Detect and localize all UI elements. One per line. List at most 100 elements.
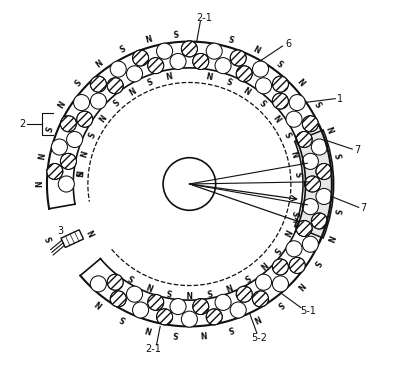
Circle shape bbox=[170, 53, 186, 70]
Circle shape bbox=[289, 95, 305, 111]
Text: S: S bbox=[173, 30, 179, 40]
Text: N: N bbox=[146, 280, 155, 290]
Circle shape bbox=[58, 176, 74, 192]
Text: N: N bbox=[324, 125, 335, 135]
Text: N: N bbox=[144, 35, 153, 45]
Text: S: S bbox=[257, 99, 268, 109]
Circle shape bbox=[67, 131, 83, 148]
Circle shape bbox=[157, 43, 173, 59]
Text: S: S bbox=[118, 45, 127, 55]
Text: N: N bbox=[165, 72, 173, 82]
Text: N: N bbox=[97, 113, 109, 124]
Circle shape bbox=[286, 241, 302, 257]
Circle shape bbox=[47, 163, 63, 180]
Circle shape bbox=[163, 158, 216, 210]
Text: N: N bbox=[37, 152, 47, 160]
Text: S: S bbox=[128, 271, 137, 282]
Text: S: S bbox=[332, 208, 341, 215]
Text: N: N bbox=[242, 86, 252, 97]
Circle shape bbox=[236, 66, 252, 82]
Text: N: N bbox=[251, 45, 261, 56]
Text: S: S bbox=[87, 131, 98, 140]
Circle shape bbox=[273, 76, 288, 92]
Text: N: N bbox=[281, 227, 292, 237]
Circle shape bbox=[302, 116, 318, 132]
Text: S: S bbox=[73, 78, 84, 88]
Text: S: S bbox=[311, 258, 322, 268]
Text: S: S bbox=[226, 35, 234, 45]
Text: S: S bbox=[224, 78, 233, 88]
Circle shape bbox=[286, 111, 302, 127]
Text: N: N bbox=[80, 150, 90, 159]
Circle shape bbox=[107, 78, 123, 94]
Text: N: N bbox=[35, 181, 44, 187]
Circle shape bbox=[289, 257, 305, 273]
Circle shape bbox=[110, 61, 126, 77]
Text: N: N bbox=[205, 72, 213, 82]
Text: S: S bbox=[118, 313, 127, 323]
Text: S: S bbox=[77, 171, 86, 177]
Circle shape bbox=[272, 93, 288, 109]
Text: N: N bbox=[77, 170, 86, 178]
Text: S: S bbox=[275, 298, 284, 309]
Text: N: N bbox=[257, 259, 268, 270]
Circle shape bbox=[253, 61, 268, 77]
Text: N: N bbox=[295, 78, 306, 89]
Text: S: S bbox=[288, 210, 299, 217]
Circle shape bbox=[77, 111, 93, 127]
Text: S: S bbox=[293, 171, 302, 177]
Circle shape bbox=[73, 95, 90, 111]
Text: N: N bbox=[94, 298, 104, 309]
Circle shape bbox=[157, 309, 173, 325]
Circle shape bbox=[126, 286, 142, 302]
Text: N: N bbox=[94, 59, 104, 70]
Text: N: N bbox=[288, 150, 299, 159]
Circle shape bbox=[316, 163, 332, 180]
Circle shape bbox=[182, 41, 197, 57]
Circle shape bbox=[302, 153, 318, 169]
Circle shape bbox=[133, 302, 149, 318]
Text: S: S bbox=[173, 328, 179, 338]
Circle shape bbox=[230, 302, 246, 318]
Wedge shape bbox=[295, 130, 334, 238]
Circle shape bbox=[316, 188, 332, 205]
Text: N: N bbox=[295, 279, 306, 290]
Circle shape bbox=[272, 259, 288, 275]
Circle shape bbox=[255, 78, 272, 94]
Circle shape bbox=[91, 93, 106, 109]
Circle shape bbox=[302, 236, 318, 252]
Text: 5-2: 5-2 bbox=[251, 333, 267, 343]
Circle shape bbox=[296, 131, 312, 148]
Text: S: S bbox=[332, 153, 341, 160]
Circle shape bbox=[255, 274, 272, 290]
Circle shape bbox=[304, 176, 321, 192]
Text: 1: 1 bbox=[337, 93, 343, 104]
Circle shape bbox=[148, 57, 164, 74]
Circle shape bbox=[206, 43, 222, 59]
Circle shape bbox=[215, 57, 231, 74]
Text: S: S bbox=[146, 78, 154, 88]
Circle shape bbox=[110, 291, 126, 307]
Text: 5-1: 5-1 bbox=[300, 306, 316, 316]
Circle shape bbox=[107, 274, 123, 290]
Circle shape bbox=[60, 153, 76, 169]
Circle shape bbox=[193, 53, 209, 70]
Text: 7: 7 bbox=[354, 145, 361, 155]
Circle shape bbox=[126, 66, 142, 82]
Text: S: S bbox=[281, 131, 292, 140]
Text: N: N bbox=[57, 100, 68, 110]
Circle shape bbox=[311, 139, 327, 155]
Circle shape bbox=[182, 311, 197, 327]
Circle shape bbox=[253, 291, 268, 307]
Circle shape bbox=[193, 298, 209, 315]
Circle shape bbox=[273, 276, 288, 292]
Text: 2: 2 bbox=[19, 119, 25, 129]
Circle shape bbox=[236, 286, 252, 302]
Text: N: N bbox=[224, 280, 233, 290]
Text: S: S bbox=[166, 286, 173, 296]
Circle shape bbox=[133, 50, 149, 66]
Circle shape bbox=[206, 309, 222, 325]
Text: S: S bbox=[44, 234, 55, 242]
Circle shape bbox=[90, 276, 106, 292]
Text: N: N bbox=[251, 312, 261, 323]
